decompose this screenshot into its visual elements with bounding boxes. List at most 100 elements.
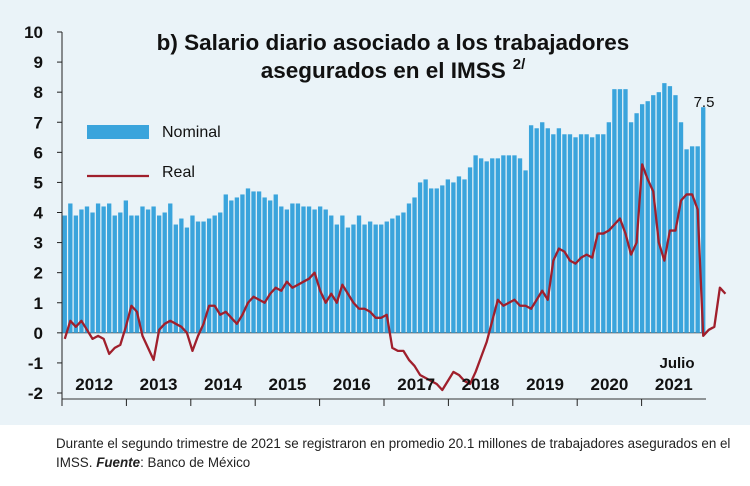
x-tick-labels: 2012 2013 2014 2015 2016 2017 2018 2019 2020 2021 (61, 375, 693, 406)
y-tick-label: -1 (28, 354, 43, 373)
y-tick-label: 5 (34, 173, 43, 192)
nominal-bar (184, 227, 190, 333)
nominal-bar (506, 155, 512, 333)
nominal-bar (306, 206, 312, 333)
nominal-bar (567, 134, 573, 333)
nominal-bar (95, 203, 101, 333)
y-tick-label: 1 (34, 294, 43, 313)
x-tick-label: 2019 (526, 375, 564, 394)
x-tick-label: 2017 (397, 375, 435, 394)
nominal-bar (223, 194, 228, 333)
nominal-bar (578, 134, 584, 333)
x-tick-label: 2015 (268, 375, 306, 394)
nominal-bar (295, 203, 301, 333)
nominal-bar (112, 215, 117, 333)
nominal-bar (206, 218, 212, 333)
nominal-bar (212, 215, 217, 333)
nominal-bar (478, 158, 484, 333)
x-tick-label: 2016 (333, 375, 371, 394)
nominal-bar (251, 191, 256, 333)
nominal-bar (662, 83, 667, 333)
nominal-bar (118, 212, 123, 333)
nominal-bar (440, 185, 445, 333)
chart-title-line1: b) Salario diario asociado a los trabaja… (157, 30, 630, 55)
nominal-bars (62, 83, 706, 333)
nominal-bar (384, 221, 389, 333)
nominal-bar (84, 206, 90, 333)
nominal-bar (639, 104, 645, 333)
y-tick-label: 7 (34, 113, 43, 132)
x-tick-label: 2021 (655, 375, 693, 394)
nominal-bar (256, 191, 262, 333)
chart-title-superscript: 2/ (513, 56, 526, 73)
nominal-bar (401, 212, 406, 333)
nominal-bar (617, 89, 623, 333)
nominal-bar (345, 227, 351, 333)
nominal-bar (667, 86, 673, 333)
nominal-bar (101, 206, 106, 333)
nominal-bar (701, 107, 706, 333)
nominal-bar (273, 194, 278, 333)
nominal-bar (218, 212, 223, 333)
nominal-bar (445, 179, 451, 333)
nominal-bar (651, 95, 656, 333)
nominal-bar (528, 125, 534, 333)
x-tick-label: 2012 (75, 375, 113, 394)
nominal-bar (140, 206, 145, 333)
nominal-bar (201, 221, 206, 333)
nominal-bar (62, 215, 67, 333)
month-label: Julio (659, 355, 694, 372)
caption-text: Durante el segundo trimestre de 2021 se … (56, 436, 731, 470)
nominal-bar (456, 176, 462, 333)
nominal-bar (517, 158, 523, 333)
caption: Durante el segundo trimestre de 2021 se … (56, 434, 736, 472)
nominal-bar (628, 122, 634, 333)
y-tick-label: 0 (34, 324, 43, 343)
nominal-bar (79, 209, 84, 333)
chart-title-line2-text: asegurados en el IMSS (261, 58, 506, 83)
nominal-bar (312, 209, 317, 333)
nominal-bar (340, 215, 345, 333)
nominal-bar (451, 182, 456, 333)
nominal-bar (262, 197, 267, 333)
nominal-bar (695, 146, 700, 333)
nominal-bar (268, 200, 273, 333)
nominal-bar (467, 167, 473, 333)
nominal-bar (523, 170, 528, 333)
y-tick-label: 3 (34, 234, 43, 253)
legend-nominal-label: Nominal (162, 124, 221, 141)
nominal-bar (556, 128, 562, 333)
nominal-bar (606, 122, 612, 333)
nominal-bar (240, 194, 245, 333)
y-tick-label: -2 (28, 384, 43, 403)
nominal-bar (329, 215, 334, 333)
x-tick-label: 2018 (462, 375, 500, 394)
nominal-bar (323, 209, 328, 333)
nominal-bar (195, 221, 201, 333)
nominal-bar (656, 92, 661, 333)
nominal-bar (173, 224, 178, 333)
y-tick-label: 2 (34, 264, 43, 283)
nominal-bar (317, 206, 323, 333)
nominal-bar (190, 215, 195, 333)
nominal-bar (107, 203, 112, 333)
nominal-bar (151, 206, 156, 333)
nominal-bar (434, 188, 439, 333)
nominal-bar (68, 203, 73, 333)
nominal-bar (512, 155, 517, 333)
y-tick-label: 4 (34, 204, 44, 223)
nominal-bar (540, 122, 545, 333)
nominal-bar (156, 215, 162, 333)
x-tick-label: 2020 (590, 375, 628, 394)
nominal-bar (545, 128, 550, 333)
nominal-bar (362, 224, 367, 333)
y-tick-label: 9 (34, 53, 43, 72)
caption-source-label: Fuente (96, 455, 141, 470)
nominal-bar (429, 188, 434, 333)
nominal-bar (334, 224, 339, 333)
nominal-bar (406, 203, 412, 333)
y-tick-label: 8 (34, 83, 43, 102)
nominal-bar (379, 224, 384, 333)
